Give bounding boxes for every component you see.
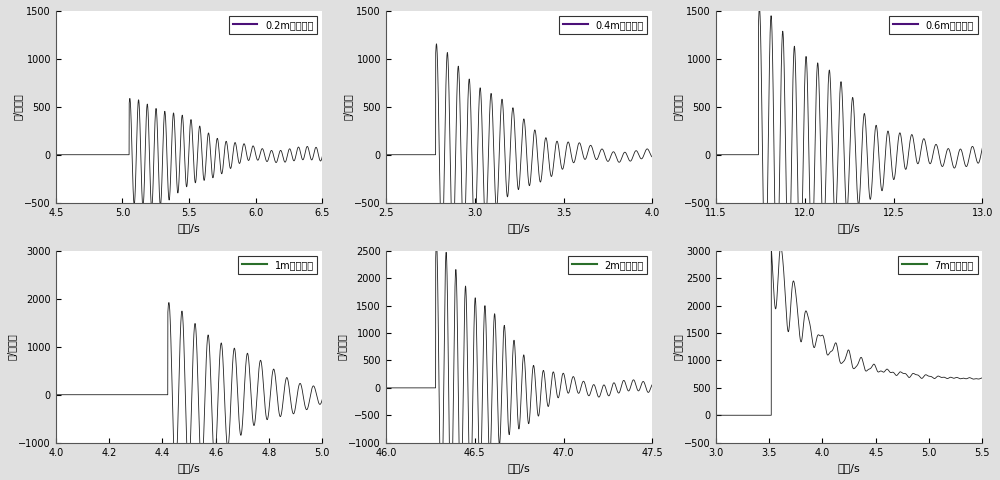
Y-axis label: 力/特斯拉: 力/特斯拉 xyxy=(343,94,353,120)
Y-axis label: 力/特斯拉: 力/特斯拉 xyxy=(7,334,17,360)
X-axis label: 时间/s: 时间/s xyxy=(508,463,530,473)
Y-axis label: 力/特斯拉: 力/特斯拉 xyxy=(13,94,23,120)
Y-axis label: 力/特斯拉: 力/特斯拉 xyxy=(673,334,683,360)
Legend: 0.2m冲击高度: 0.2m冲击高度 xyxy=(229,16,317,34)
X-axis label: 时间/s: 时间/s xyxy=(838,223,860,233)
Legend: 2m冲击高度: 2m冲击高度 xyxy=(568,256,647,274)
X-axis label: 时间/s: 时间/s xyxy=(838,463,860,473)
Y-axis label: 力/特斯拉: 力/特斯拉 xyxy=(337,334,347,360)
Legend: 7m冲击高度: 7m冲击高度 xyxy=(898,256,978,274)
X-axis label: 时间/s: 时间/s xyxy=(508,223,530,233)
Y-axis label: 力/特斯拉: 力/特斯拉 xyxy=(673,94,683,120)
Legend: 1m冲击高度: 1m冲击高度 xyxy=(238,256,317,274)
Legend: 0.4m冲击高度: 0.4m冲击高度 xyxy=(559,16,647,34)
X-axis label: 时间/s: 时间/s xyxy=(178,463,200,473)
Legend: 0.6m冲击高度: 0.6m冲击高度 xyxy=(889,16,978,34)
X-axis label: 时间/s: 时间/s xyxy=(178,223,200,233)
